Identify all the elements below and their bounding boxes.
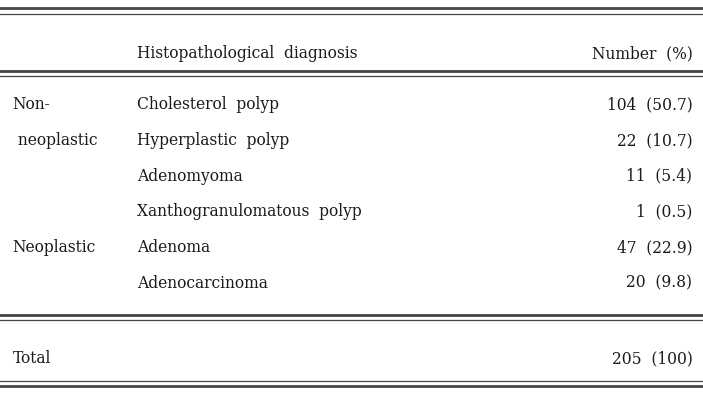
- Text: Adenoma: Adenoma: [137, 239, 210, 256]
- Text: neoplastic: neoplastic: [13, 132, 97, 149]
- Text: Neoplastic: Neoplastic: [13, 239, 96, 256]
- Text: 47  (22.9): 47 (22.9): [617, 239, 692, 256]
- Text: 205  (100): 205 (100): [612, 350, 692, 367]
- Text: Hyperplastic  polyp: Hyperplastic polyp: [137, 132, 290, 149]
- Text: Cholesterol  polyp: Cholesterol polyp: [137, 97, 279, 113]
- Text: Adenomyoma: Adenomyoma: [137, 168, 243, 185]
- Text: Non-: Non-: [13, 97, 51, 113]
- Text: Total: Total: [13, 350, 51, 367]
- Text: Number  (%): Number (%): [592, 45, 692, 62]
- Text: Xanthogranulomatous  polyp: Xanthogranulomatous polyp: [137, 204, 362, 220]
- Text: 22  (10.7): 22 (10.7): [617, 132, 692, 149]
- Text: 104  (50.7): 104 (50.7): [607, 97, 692, 113]
- Text: 11  (5.4): 11 (5.4): [626, 168, 692, 185]
- Text: 20  (9.8): 20 (9.8): [626, 275, 692, 291]
- Text: 1  (0.5): 1 (0.5): [636, 204, 692, 220]
- Text: Histopathological  diagnosis: Histopathological diagnosis: [137, 45, 358, 62]
- Text: Adenocarcinoma: Adenocarcinoma: [137, 275, 268, 291]
